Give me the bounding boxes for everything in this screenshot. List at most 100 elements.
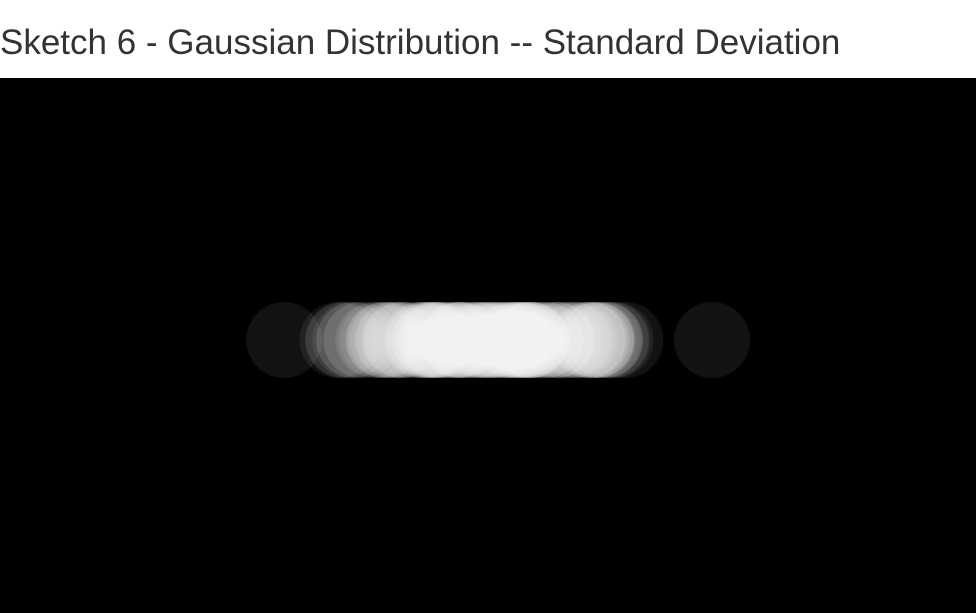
gaussian-dot — [399, 302, 476, 378]
gaussian-dot — [337, 302, 414, 378]
gaussian-dot — [482, 302, 559, 378]
gaussian-dot — [523, 302, 600, 378]
gaussian-dot — [492, 302, 569, 378]
gaussian-dot — [449, 302, 526, 378]
gaussian-dot — [323, 302, 399, 378]
gaussian-dot — [354, 302, 431, 378]
gaussian-dot — [490, 302, 566, 378]
gaussian-dot — [437, 302, 514, 378]
gaussian-dot — [391, 302, 468, 378]
gaussian-dot — [549, 302, 626, 378]
gaussian-dot — [535, 302, 612, 378]
gaussian-dot — [357, 302, 434, 378]
gaussian-dot — [480, 302, 557, 378]
gaussian-dot — [559, 302, 635, 378]
gaussian-dot — [386, 302, 463, 378]
gaussian-dot — [445, 302, 522, 378]
gaussian-dot — [574, 302, 651, 378]
gaussian-dot — [505, 302, 582, 378]
gaussian-dot — [491, 302, 568, 378]
gaussian-dot — [334, 302, 411, 378]
gaussian-dot — [426, 302, 503, 378]
gaussian-dot — [440, 302, 517, 378]
gaussian-dot — [519, 302, 595, 378]
gaussian-dot — [515, 302, 592, 378]
gaussian-dot — [554, 302, 631, 378]
gaussian-dot — [674, 302, 750, 378]
gaussian-dot — [416, 302, 493, 378]
gaussian-dot — [497, 302, 574, 378]
gaussian-dot — [344, 302, 421, 378]
gaussian-dot — [421, 302, 498, 378]
gaussian-dot — [447, 302, 524, 378]
gaussian-dot — [490, 302, 567, 378]
gaussian-dot — [419, 302, 496, 378]
gaussian-dot — [462, 302, 539, 378]
gaussian-dot — [393, 302, 470, 378]
gaussian-dot — [470, 302, 547, 378]
gaussian-dot — [391, 302, 467, 378]
gaussian-dot — [479, 302, 556, 378]
gaussian-dot — [411, 302, 488, 378]
gaussian-dot — [486, 302, 563, 378]
gaussian-dot — [404, 302, 481, 378]
gaussian-dot — [572, 302, 649, 378]
gaussian-dot — [531, 302, 607, 378]
gaussian-dot — [424, 302, 501, 378]
sketch-canvas[interactable] — [0, 78, 976, 613]
gaussian-dot — [482, 302, 559, 378]
gaussian-dot — [299, 302, 376, 378]
gaussian-dot — [517, 302, 594, 378]
gaussian-dot — [482, 302, 559, 378]
gaussian-dot — [388, 302, 465, 378]
gaussian-dot — [246, 302, 323, 378]
gaussian-dot — [494, 302, 571, 378]
gaussian-dot — [346, 302, 423, 378]
gaussian-dot — [398, 302, 475, 378]
gaussian-dot — [355, 302, 432, 378]
gaussian-dot — [474, 302, 551, 378]
gaussian-dot — [395, 302, 472, 378]
gaussian-dot — [506, 302, 583, 378]
gaussian-dot — [398, 302, 475, 378]
gaussian-dot — [541, 302, 618, 378]
gaussian-dot — [361, 302, 438, 378]
gaussian-dot — [340, 302, 416, 378]
gaussian-dot — [428, 302, 505, 378]
gaussian-dot — [412, 302, 489, 378]
gaussian-dot — [363, 302, 440, 378]
gaussian-dot — [476, 302, 553, 378]
gaussian-dot — [466, 302, 543, 378]
gaussian-dot — [457, 302, 534, 378]
gaussian-dot — [493, 302, 570, 378]
gaussian-dot — [345, 302, 422, 378]
gaussian-dot — [560, 302, 637, 378]
gaussian-dot — [557, 302, 634, 378]
gaussian-dot — [557, 302, 634, 378]
gaussian-dot — [400, 302, 477, 378]
gaussian-dot — [553, 302, 630, 378]
gaussian-dot — [426, 302, 503, 378]
gaussian-dot — [385, 302, 462, 378]
gaussian-dot — [478, 302, 555, 378]
gaussian-dot — [490, 302, 567, 378]
gaussian-dot — [481, 302, 558, 378]
gaussian-dot — [419, 302, 496, 378]
gaussian-dot — [441, 302, 518, 378]
gaussian-dot — [484, 302, 561, 378]
gaussian-dot — [450, 302, 526, 378]
gaussian-dot — [564, 302, 641, 378]
gaussian-dot — [414, 302, 491, 378]
gaussian-dot — [453, 302, 529, 378]
gaussian-dot — [537, 302, 614, 378]
gaussian-dot — [490, 302, 567, 378]
gaussian-dot — [493, 302, 570, 378]
gaussian-dot — [527, 302, 603, 378]
gaussian-dot — [455, 302, 532, 378]
gaussian-dot — [444, 302, 521, 378]
gaussian-dots — [246, 302, 750, 378]
gaussian-dot — [455, 302, 532, 378]
gaussian-dot — [577, 302, 654, 378]
gaussian-dot — [499, 302, 576, 378]
gaussian-dot — [518, 302, 595, 378]
